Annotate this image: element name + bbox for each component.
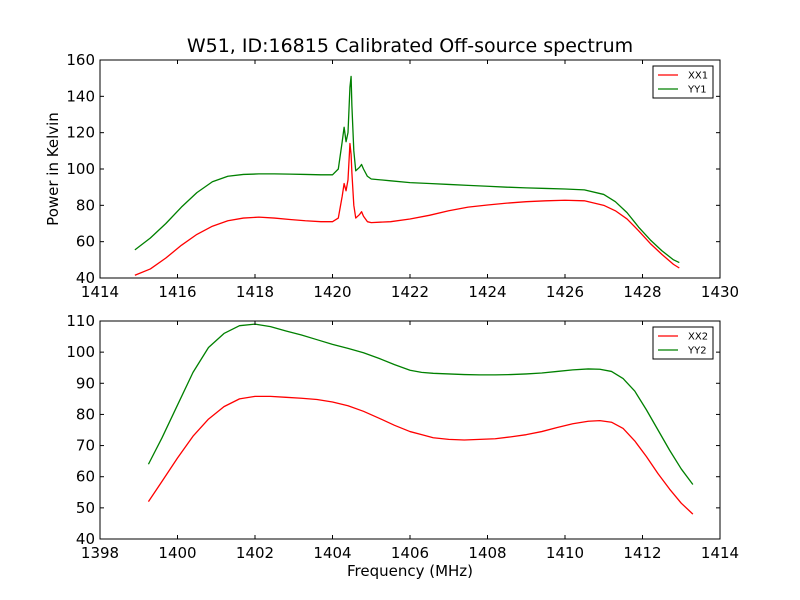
y-tick-label: 100 [66,160,95,178]
series-line-xx1 [134,142,680,276]
series-line-xx2 [147,395,694,515]
legend-label-yy1: YY1 [687,85,707,96]
x-tick-label: 1422 [391,283,429,301]
legend-label-xx2: XX2 [688,332,708,343]
x-tick-label: 1404 [313,544,351,562]
x-tick-label: 1402 [236,544,274,562]
legend-label-yy2: YY2 [687,346,707,357]
y-tick-label: 60 [76,233,95,251]
series-line-yy1 [134,75,680,264]
y-axis-label: Power in Kelvin [44,112,62,226]
x-tick-label: 1430 [701,283,739,301]
x-tick-label: 1416 [158,283,196,301]
legend-box [652,326,714,360]
y-tick-label: 80 [76,405,95,423]
series-line-yy2 [147,323,694,485]
y-tick-label: 140 [66,87,95,105]
y-tick-label: 90 [76,374,95,392]
x-tick-label: 1418 [236,283,274,301]
legend-label-xx1: XX1 [688,71,708,82]
x-tick-label: 1424 [468,283,506,301]
bottom-panel: 1398 1400 1402 1404 1406 1408 1410 1412 1414 40 50… [66,312,739,562]
x-tick-label: 1410 [546,544,584,562]
y-tick-label: 100 [66,343,95,361]
y-tick-label: 80 [76,196,95,214]
x-tick-label: 1408 [468,544,506,562]
x-tick-label: 1428 [623,283,661,301]
x-tick-label: 1412 [623,544,661,562]
y-tick-label: 120 [66,124,95,142]
plot-frame [99,320,721,540]
x-axis-label: Frequency (MHz) [347,562,473,580]
x-tick-label: 1414 [701,544,739,562]
x-tick-label: 1400 [158,544,196,562]
legend-box [652,65,714,99]
x-tick-label: 1420 [313,283,351,301]
plot-frame [99,59,721,279]
x-tick-label: 1414 [81,283,119,301]
top-panel: 1414 1416 1418 1420 1422 1424 1426 1428 1430 40 60… [66,51,739,301]
y-tick-label: 70 [76,437,95,455]
x-tick-label: 1406 [391,544,429,562]
x-tick-label: 1426 [546,283,584,301]
chart-title: W51, ID:16815 Calibrated Off-source spec… [187,35,633,57]
y-tick-label: 110 [66,312,95,330]
y-tick-label: 40 [76,269,95,287]
y-tick-label: 40 [76,530,95,548]
y-tick-label: 50 [76,499,95,517]
y-tick-label: 160 [66,51,95,69]
y-tick-label: 60 [76,468,95,486]
x-tick-label: 1398 [81,544,119,562]
